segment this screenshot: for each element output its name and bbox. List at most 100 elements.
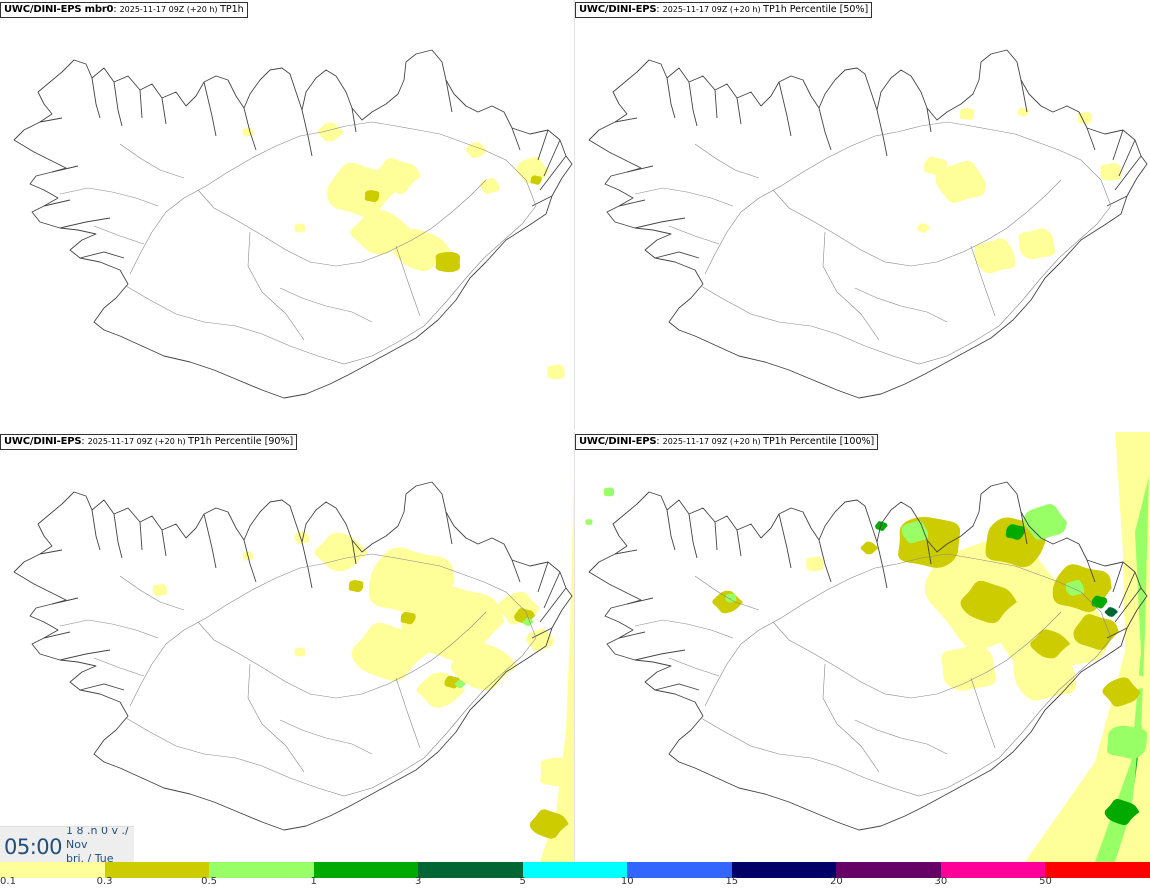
precip-area <box>529 809 569 839</box>
precip-area <box>364 190 380 203</box>
title-separator: : <box>656 436 663 447</box>
valid-time-box: 1 8 .n 0 v ./ 05:00 Nov bri. / Tue <box>0 826 134 864</box>
title-separator: : <box>81 436 88 447</box>
road-line <box>998 637 1112 759</box>
fjord-line <box>543 139 561 177</box>
precip-area <box>294 223 306 233</box>
coastline <box>13 49 573 399</box>
precip-area <box>525 628 555 652</box>
fjord-line <box>203 513 217 569</box>
road-network <box>634 553 1112 797</box>
fjord-line <box>634 649 686 661</box>
fjord-line <box>1118 571 1136 609</box>
precipitation-field <box>152 432 575 862</box>
road-line <box>634 619 734 639</box>
fjord-line <box>736 97 742 125</box>
model-name: UWC/DINI-EPS mbr0 <box>4 4 114 15</box>
precip-area <box>294 647 306 657</box>
map-panel-percentile-100: UWC/DINI-EPS: 2025-11-17 09Z (+20 h) TP1… <box>575 432 1150 862</box>
fjord-line <box>1086 559 1096 583</box>
fjord-line <box>618 199 646 207</box>
fjord-line <box>59 649 111 661</box>
field-name: TP1h Percentile [100%] <box>763 436 875 447</box>
model-name: UWC/DINI-EPS <box>4 436 82 447</box>
precip-area <box>1107 725 1148 759</box>
fjord-line <box>926 539 932 565</box>
road-line <box>59 619 159 639</box>
road-line <box>694 575 760 611</box>
colorbar-segment <box>209 862 314 878</box>
colorbar-segment <box>0 862 105 878</box>
fjord-line <box>543 571 561 609</box>
precip-area <box>515 156 549 184</box>
precip-area <box>806 556 824 572</box>
precip-area <box>923 156 948 176</box>
precip-area <box>465 141 487 159</box>
fjord-line <box>626 165 654 173</box>
road-line <box>854 719 948 755</box>
precip-area <box>941 644 997 691</box>
fjord-line <box>59 217 111 229</box>
road-line <box>854 287 948 323</box>
fjord-line <box>1112 561 1124 593</box>
precipitation-colorbar <box>0 862 1150 878</box>
road-line <box>395 677 421 749</box>
colorbar-tick-label: 0.5 <box>201 876 218 887</box>
colorbar-tick-label: 3 <box>414 876 422 887</box>
road-line <box>704 125 922 275</box>
road-line <box>772 611 1062 699</box>
road-line <box>700 717 1000 797</box>
coastline <box>13 481 573 831</box>
precip-area <box>314 532 369 572</box>
road-network <box>59 121 537 365</box>
fjord-line <box>51 165 79 173</box>
fjord-line <box>1112 129 1124 161</box>
precip-area <box>480 177 500 195</box>
precipitation-field <box>917 107 1122 274</box>
precip-area <box>454 679 466 688</box>
valid-date-line3: bri. / Tue <box>66 852 114 864</box>
precip-area <box>860 541 879 555</box>
map-panel-member0: UWC/DINI-EPS mbr0: 2025-11-17 09Z (+20 h… <box>0 0 575 430</box>
fjord-line <box>161 529 167 557</box>
road-line <box>822 231 880 341</box>
precip-area <box>522 617 534 627</box>
fjord-line <box>91 77 101 119</box>
valid-date-line1: 1 8 .n 0 v ./ <box>66 826 129 837</box>
precip-area <box>1065 580 1085 596</box>
fjord-line <box>39 549 63 555</box>
precip-area <box>294 531 310 545</box>
fjord-line <box>243 107 257 151</box>
fjord-line <box>634 217 686 229</box>
fjord-line <box>654 251 700 259</box>
colorbar-tick-label: 5 <box>519 876 526 887</box>
road-line <box>694 143 760 179</box>
precip-area <box>1073 614 1120 650</box>
precip-area <box>400 611 416 625</box>
fjord-line <box>445 79 453 113</box>
road-line <box>704 557 922 707</box>
road-line <box>119 143 185 179</box>
precip-area <box>1100 162 1122 181</box>
fjord-line <box>876 109 888 157</box>
title-separator: : <box>656 4 663 15</box>
road-line <box>772 179 1062 267</box>
fjord-line <box>539 155 567 191</box>
coastline <box>588 481 1148 831</box>
colorbar-tick-label: 10 <box>620 876 634 887</box>
precip-area <box>530 175 542 185</box>
fjord-line <box>39 117 63 123</box>
iceland-map <box>588 49 1148 399</box>
precip-area <box>917 223 930 233</box>
road-line <box>93 225 145 245</box>
precip-area <box>1030 629 1071 659</box>
precip-area <box>585 519 593 525</box>
fjord-line <box>688 513 698 559</box>
iceland-map <box>13 49 573 399</box>
fjord-line <box>161 97 167 125</box>
fjord-line <box>511 559 521 583</box>
road-line <box>345 553 537 639</box>
colorbar-tick-label: 50 <box>1039 876 1052 887</box>
fjord-line <box>79 251 125 259</box>
road-line <box>59 187 159 207</box>
